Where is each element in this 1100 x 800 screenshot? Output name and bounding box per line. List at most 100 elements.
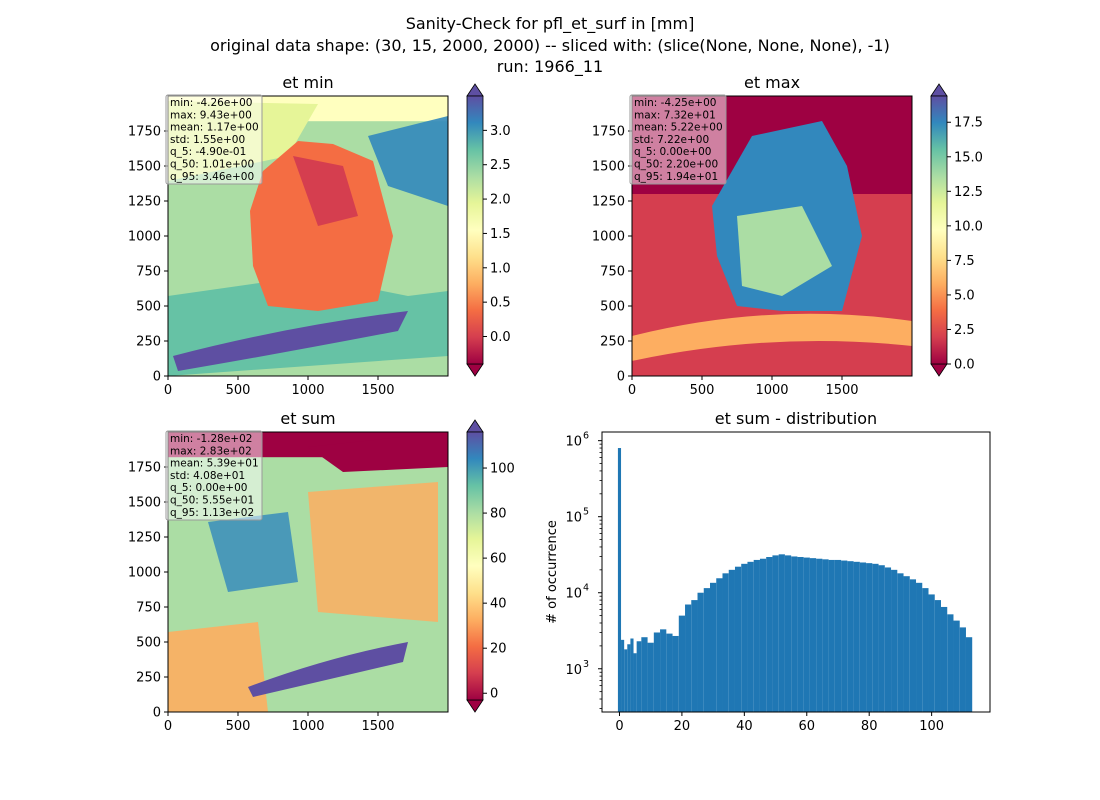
colorbar-tick-label: 1.0 — [490, 261, 511, 276]
figure-title-line-3: run: 1966_11 — [497, 57, 603, 77]
histogram-bar — [872, 563, 879, 712]
histogram-bar — [627, 644, 631, 712]
stats-line: q_50: 5.55e+01 — [170, 495, 254, 507]
histogram-bar — [666, 633, 673, 712]
histogram-bar — [909, 579, 917, 712]
histogram-bar — [772, 555, 779, 712]
histogram-bar — [624, 649, 628, 712]
x-tick-label: 100 — [919, 719, 944, 734]
histogram-bar — [891, 569, 898, 712]
colorbar — [930, 95, 948, 365]
stats-line: q_95: 1.13e+02 — [170, 507, 254, 519]
histogram-bar — [703, 588, 711, 712]
histogram-bar — [866, 563, 873, 712]
stats-line: std: 4.08e+01 — [170, 470, 245, 482]
y-tick-label: 1500 — [128, 496, 161, 511]
stats-line: min: -4.26e+00 — [170, 97, 252, 109]
stats-box — [629, 94, 727, 185]
y-tick-label: 1750 — [592, 125, 625, 140]
map-baltic — [308, 432, 448, 472]
histogram-bar — [828, 559, 835, 712]
stats-line: q_5: 0.00e+00 — [170, 482, 247, 494]
histogram-bar — [922, 588, 929, 712]
colorbar-tick-label: 1.5 — [490, 227, 511, 242]
histogram-bar — [710, 582, 717, 712]
x-tick-label: 1500 — [361, 383, 394, 398]
histogram-bar — [617, 448, 622, 712]
histogram-bar — [803, 557, 810, 712]
colorbar-tick-label: 100 — [490, 462, 515, 477]
colorbar-tick-label: 80 — [490, 507, 507, 522]
stats-line: q_50: 2.20e+00 — [634, 159, 718, 171]
histogram-bar — [636, 641, 642, 712]
stats-line: mean: 5.39e+01 — [170, 458, 259, 470]
histogram-bar — [928, 594, 935, 712]
stats-line: q_5: -4.90e-01 — [170, 146, 246, 158]
x-tick-label: 1000 — [755, 383, 788, 398]
y-tick-exponent: 6 — [583, 431, 589, 442]
stats-line: mean: 1.17e+00 — [170, 122, 259, 134]
colorbar-tick-label: 12.5 — [954, 185, 983, 200]
histogram-bar — [791, 556, 798, 712]
y-tick-label: 1500 — [128, 160, 161, 175]
map-west-region — [208, 512, 298, 592]
map-east-region — [308, 482, 438, 622]
x-tick-label: 500 — [690, 383, 715, 398]
x-tick-label: 80 — [861, 719, 878, 734]
colorbar-tick-label: 0.5 — [490, 296, 511, 311]
x-tick-label: 0 — [164, 719, 172, 734]
y-tick-label: 250 — [600, 335, 625, 350]
map-germany-core — [293, 156, 358, 226]
y-tick-label: 750 — [600, 265, 625, 280]
y-tick-exponent: 3 — [583, 659, 589, 670]
x-tick-label: 1000 — [291, 719, 324, 734]
y-tick-label: 1000 — [128, 566, 161, 581]
histogram-bar — [753, 559, 760, 712]
x-tick-label: 40 — [736, 719, 753, 734]
stats-line: q_95: 3.46e+00 — [170, 171, 254, 183]
histogram-bar — [778, 554, 785, 712]
histogram-bar — [853, 561, 860, 712]
histogram-bar — [633, 653, 637, 712]
x-tick-label: 1000 — [291, 383, 324, 398]
x-tick-label: 0 — [615, 719, 623, 734]
y-tick-label: 1000 — [592, 230, 625, 245]
colorbar-tick-label: 7.5 — [954, 254, 975, 269]
stats-line: std: 7.22e+00 — [634, 134, 709, 146]
histogram-bar — [691, 600, 698, 712]
colorbar-tick-label: 2.0 — [490, 193, 511, 208]
histogram-bar — [897, 573, 904, 712]
histogram-bar — [959, 627, 966, 712]
histogram-bar — [747, 561, 754, 712]
colorbar-tick-label: 17.5 — [954, 116, 983, 131]
x-tick-label: 1500 — [361, 719, 394, 734]
histogram-bar — [834, 559, 842, 712]
colorbar-tick-label: 0.0 — [954, 358, 975, 373]
histogram-bar — [878, 565, 885, 712]
panel-et_max: et max 0 500 1000 1500 0 250 500 750 1000 1250 1500… — [592, 73, 983, 398]
histogram-bar — [685, 604, 692, 712]
stats-line: max: 2.83e+02 — [170, 445, 252, 457]
y-tick-label: 500 — [136, 300, 161, 315]
histogram-bar — [672, 635, 679, 712]
map-germany — [250, 141, 393, 311]
stats-line: max: 9.43e+00 — [170, 109, 252, 121]
x-tick-label: 500 — [226, 383, 251, 398]
histogram-bar — [822, 559, 829, 712]
axes-frame — [601, 431, 991, 713]
stats-line: q_50: 1.01e+00 — [170, 159, 254, 171]
x-tick-label: 500 — [226, 719, 251, 734]
histogram-bar — [940, 606, 948, 712]
stats-line: mean: 5.22e+00 — [634, 122, 723, 134]
x-tick-label: 1500 — [825, 383, 858, 398]
panel-title: et min — [282, 73, 333, 92]
histogram-bar — [728, 569, 735, 712]
y-tick-label: 250 — [136, 671, 161, 686]
histogram-bar — [641, 637, 648, 712]
histogram-bar — [734, 566, 742, 712]
stats-line: min: -4.25e+00 — [634, 97, 716, 109]
y-tick-label: 1750 — [128, 125, 161, 140]
